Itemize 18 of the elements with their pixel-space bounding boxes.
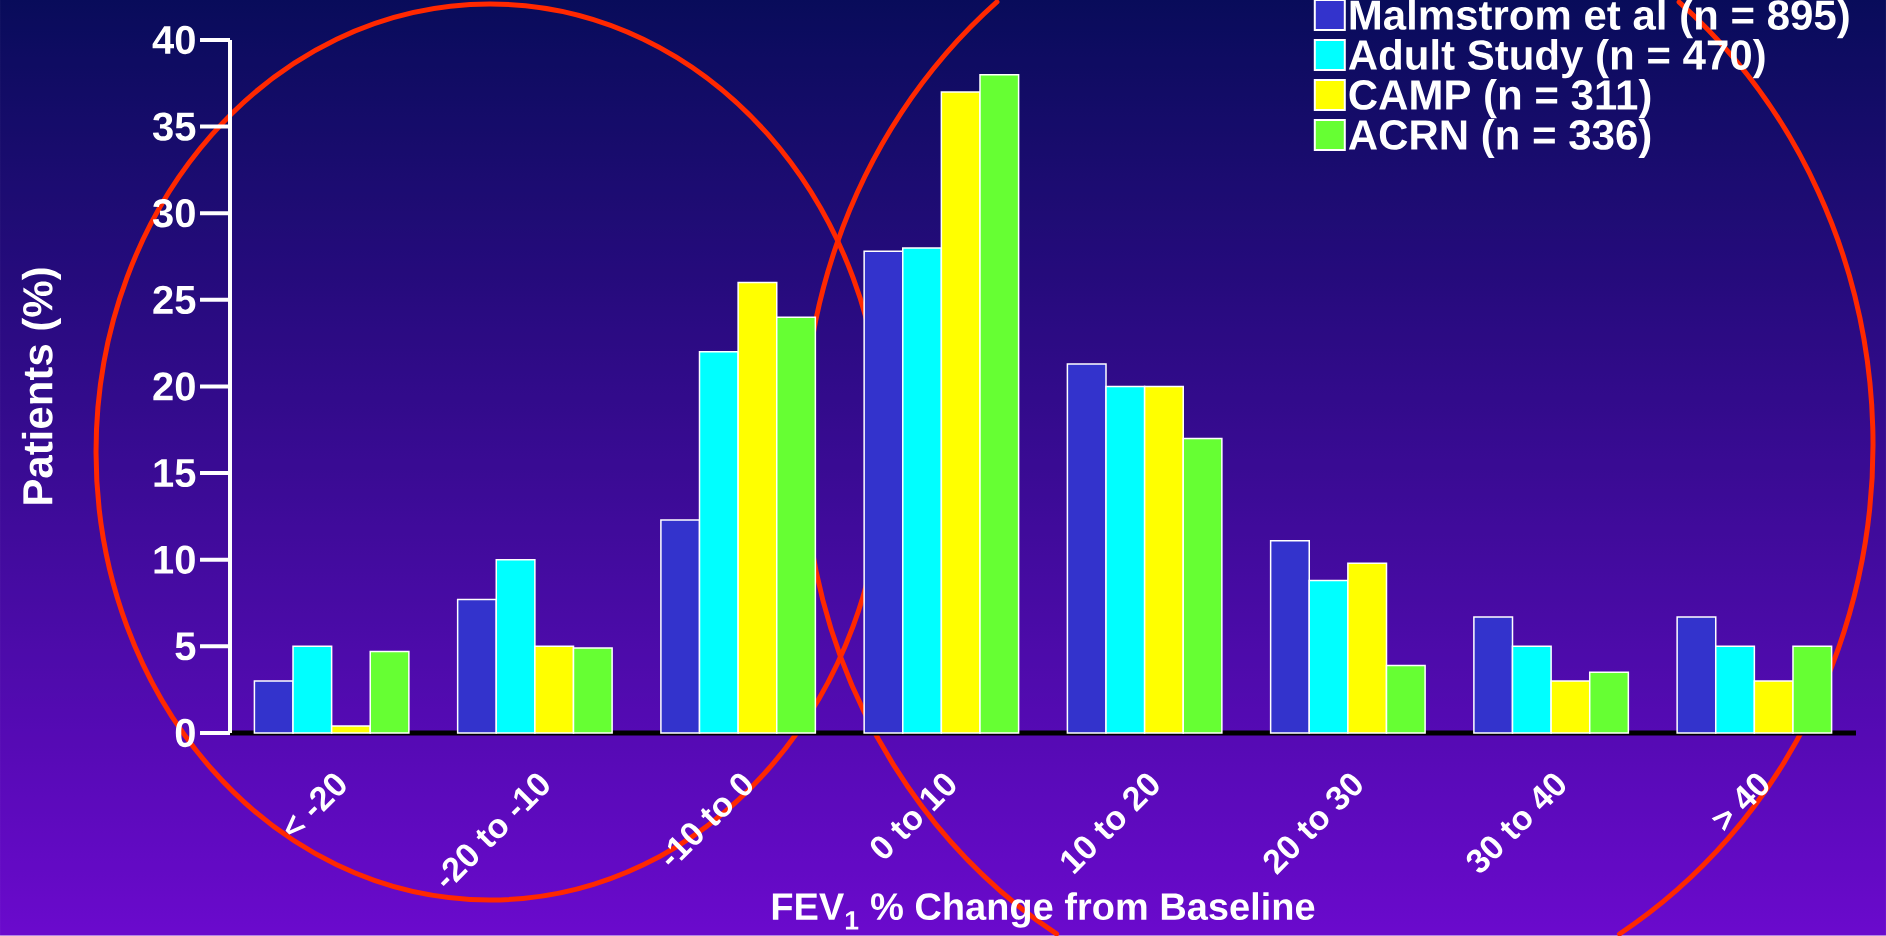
x-tick-label: -10 to 0	[665, 773, 753, 865]
y-tick-label: 15	[154, 459, 196, 488]
y-tick-label: 35	[152, 112, 196, 141]
legend-label: ACRN (n = 336)	[1348, 118, 1651, 159]
x-tick-label: < -20	[285, 773, 346, 835]
x-tick-label: -20 to -10	[440, 773, 549, 886]
y-tick-label: 10	[154, 545, 195, 574]
y-tick-label: 20	[153, 372, 195, 401]
legend-label: CAMP (n = 311)	[1349, 79, 1651, 119]
x-tick-label: 30 to 40	[1466, 773, 1566, 873]
x-tick-label: 0 to 10	[870, 773, 956, 859]
x-tick-label: > 40	[1711, 773, 1769, 832]
y-tick-label: 40	[152, 25, 195, 55]
y-axis-title: Patients (%)	[21, 268, 61, 504]
x-tick-label: 10 to 20	[1061, 773, 1159, 875]
x-tick-label: 20 to 30	[1263, 773, 1362, 875]
y-tick-label: 5	[175, 632, 196, 661]
y-tick-label: 25	[153, 285, 196, 315]
